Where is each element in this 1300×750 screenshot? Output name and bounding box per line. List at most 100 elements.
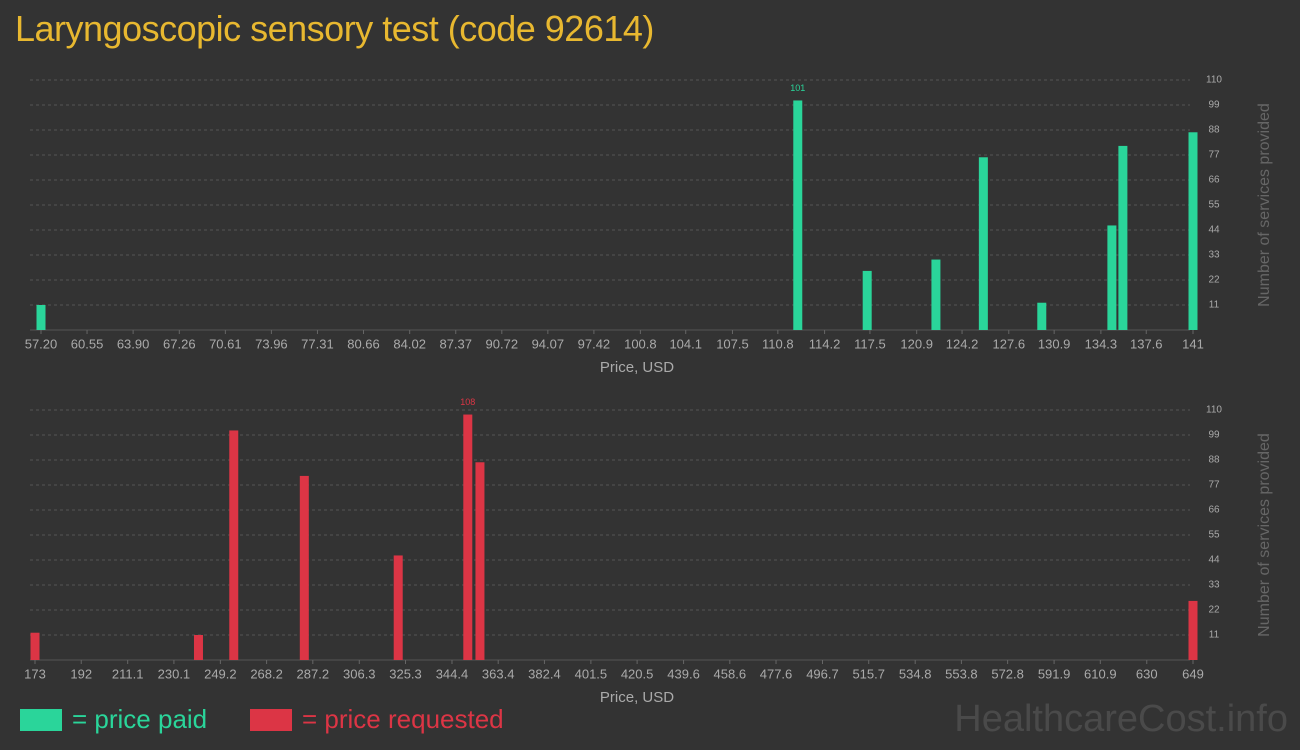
x-tick-label: 382.4	[528, 666, 561, 681]
x-tick-label: 230.1	[158, 666, 191, 681]
bar	[862, 270, 872, 330]
legend-item: = price requested	[250, 704, 504, 735]
y-tick-label: 110	[1206, 405, 1222, 416]
y-tick-label: 22	[1208, 605, 1220, 616]
bar	[978, 157, 988, 330]
x-tick-label: 630	[1136, 666, 1158, 681]
legend-item: = price paid	[20, 704, 207, 735]
x-tick-label: 287.2	[297, 666, 330, 681]
x-tick-label: 67.26	[163, 336, 196, 351]
x-tick-label: 124.2	[946, 336, 979, 351]
y-tick-label: 44	[1208, 225, 1220, 236]
x-tick-label: 553.8	[945, 666, 978, 681]
x-tick-label: 344.4	[436, 666, 469, 681]
x-tick-label: 591.9	[1038, 666, 1071, 681]
y-tick-label: 55	[1208, 200, 1220, 211]
x-tick-label: 73.96	[255, 336, 288, 351]
bar	[1107, 225, 1117, 330]
bar	[793, 100, 803, 330]
x-tick-label: 134.3	[1085, 336, 1118, 351]
x-tick-label: 401.5	[575, 666, 608, 681]
x-tick-label: 84.02	[393, 336, 426, 351]
x-tick-label: 63.90	[117, 336, 150, 351]
x-tick-label: 325.3	[389, 666, 422, 681]
bar	[1037, 302, 1047, 330]
legend-label: = price requested	[302, 704, 504, 734]
x-tick-label: 515.7	[852, 666, 885, 681]
legend-swatch	[250, 708, 292, 731]
y-axis-label: Number of services provided	[1256, 103, 1273, 307]
y-tick-label: 11	[1209, 300, 1220, 311]
x-tick-label: 268.2	[250, 666, 283, 681]
x-tick-label: 87.37	[439, 336, 472, 351]
x-tick-label: 120.9	[900, 336, 933, 351]
bar	[931, 259, 941, 330]
legend-swatch	[20, 708, 62, 731]
y-tick-label: 33	[1208, 250, 1220, 261]
x-tick-label: 70.61	[209, 336, 242, 351]
x-tick-label: 127.6	[993, 336, 1026, 351]
x-tick-label: 57.20	[25, 336, 58, 351]
data-label: 108	[460, 397, 475, 407]
bar	[1118, 145, 1128, 330]
y-tick-label: 66	[1208, 175, 1220, 186]
bar	[1188, 600, 1198, 660]
bar	[229, 430, 239, 660]
x-tick-label: 439.6	[667, 666, 700, 681]
x-tick-label: 137.6	[1130, 336, 1163, 351]
x-tick-label: 94.07	[532, 336, 565, 351]
x-tick-label: 80.66	[347, 336, 380, 351]
x-tick-label: 249.2	[204, 666, 237, 681]
bar	[299, 475, 309, 660]
x-tick-label: 363.4	[482, 666, 515, 681]
y-tick-label: 11	[1209, 630, 1220, 641]
bar	[36, 305, 46, 330]
x-tick-label: 114.2	[809, 336, 841, 351]
y-axis-label: Number of services provided	[1256, 433, 1273, 637]
bar	[1188, 132, 1198, 330]
y-tick-label: 22	[1208, 275, 1220, 286]
x-axis-label: Price, USD	[600, 359, 674, 376]
x-tick-label: 117.5	[854, 336, 886, 351]
page-title: Laryngoscopic sensory test (code 92614)	[15, 8, 654, 49]
y-tick-label: 44	[1208, 555, 1220, 566]
y-tick-label: 66	[1208, 505, 1220, 516]
x-tick-label: 420.5	[621, 666, 654, 681]
legend-label: = price paid	[72, 704, 208, 734]
x-tick-label: 211.1	[112, 666, 144, 681]
x-tick-label: 477.6	[760, 666, 793, 681]
x-tick-label: 97.42	[578, 336, 611, 351]
x-tick-label: 90.72	[486, 336, 519, 351]
x-tick-label: 141	[1182, 336, 1204, 351]
y-tick-label: 33	[1208, 580, 1220, 591]
bar	[463, 414, 473, 660]
x-tick-label: 130.9	[1038, 336, 1071, 351]
y-tick-label: 110	[1206, 75, 1222, 86]
y-tick-label: 77	[1208, 150, 1220, 161]
bar	[193, 635, 203, 660]
bar	[475, 462, 485, 660]
y-tick-label: 88	[1208, 125, 1220, 136]
x-tick-label: 572.8	[991, 666, 1024, 681]
data-label: 101	[790, 83, 805, 93]
x-tick-label: 192	[70, 666, 92, 681]
bar	[393, 555, 403, 660]
x-tick-label: 649	[1182, 666, 1204, 681]
bar	[30, 632, 40, 660]
y-tick-label: 55	[1208, 530, 1220, 541]
x-tick-label: 496.7	[806, 666, 839, 681]
x-tick-label: 60.55	[71, 336, 104, 351]
watermark: HealthcareCost.info	[954, 698, 1288, 740]
x-tick-label: 610.9	[1084, 666, 1117, 681]
y-tick-label: 77	[1208, 480, 1220, 491]
x-tick-label: 173	[24, 666, 46, 681]
x-tick-label: 306.3	[343, 666, 376, 681]
x-tick-label: 534.8	[899, 666, 932, 681]
x-tick-label: 107.5	[716, 336, 749, 351]
y-tick-label: 88	[1208, 455, 1220, 466]
x-tick-label: 77.31	[301, 336, 334, 351]
x-axis-label: Price, USD	[600, 689, 674, 706]
x-tick-label: 100.8	[624, 336, 657, 351]
